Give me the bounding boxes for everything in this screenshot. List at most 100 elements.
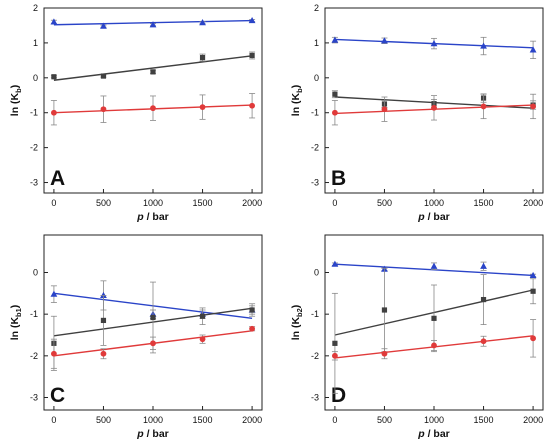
y-tick-label: -3 bbox=[311, 178, 319, 188]
y-tick-label: -3 bbox=[30, 393, 38, 403]
data-point bbox=[249, 102, 255, 109]
data-point bbox=[199, 104, 206, 111]
x-axis-label-unit: / bar bbox=[425, 428, 450, 440]
y-axis-label: ln (Kb2) bbox=[290, 305, 304, 341]
data-point bbox=[100, 73, 107, 79]
y-tick-label: -3 bbox=[311, 393, 319, 403]
panel-b: -3 -2 -1 0 1 2 0 500 1000 1500 2000 p / bar ln (Kb) B bbox=[290, 3, 544, 223]
data-point bbox=[332, 91, 338, 97]
y-axis-label-sub: b bbox=[14, 88, 23, 93]
data-point bbox=[480, 296, 487, 303]
x-axis-label-var: p bbox=[417, 428, 425, 440]
y-axis-label-main: ln (K bbox=[9, 317, 21, 341]
x-axis-label: p / bar bbox=[136, 428, 169, 440]
data-point bbox=[381, 37, 388, 44]
x-tick-label: 500 bbox=[96, 198, 111, 208]
data-point bbox=[199, 19, 206, 26]
x-tick-label: 1000 bbox=[424, 415, 444, 425]
y-axis-label-end: ) bbox=[290, 85, 302, 89]
data-point bbox=[51, 74, 57, 80]
data-point bbox=[431, 315, 437, 321]
data-point bbox=[480, 262, 487, 269]
y-axis-label-end: ) bbox=[9, 85, 21, 89]
y-tick-label: 0 bbox=[33, 73, 38, 83]
data-point bbox=[381, 307, 388, 313]
x-tick-label: 0 bbox=[332, 415, 337, 425]
y-tick-label: 0 bbox=[314, 73, 319, 83]
data-point bbox=[332, 352, 338, 359]
panel-letter: B bbox=[331, 167, 346, 190]
data-point bbox=[150, 314, 156, 321]
panel-c: -3 -2 -1 0 0 500 1000 1500 2000 p / bar ln (Kb1) C bbox=[9, 234, 263, 440]
y-tick-label: -2 bbox=[311, 143, 319, 153]
data-point bbox=[480, 42, 487, 49]
data-point bbox=[249, 307, 255, 313]
data-point bbox=[248, 16, 256, 24]
x-axis-label: p / bar bbox=[417, 428, 450, 440]
data-point bbox=[331, 260, 339, 267]
y-axis-label-sub: b2 bbox=[295, 308, 304, 317]
data-point bbox=[431, 342, 437, 349]
data-point bbox=[149, 21, 157, 28]
y-tick-label: 0 bbox=[314, 268, 319, 278]
y-axis-label: ln (Kb) bbox=[9, 85, 23, 116]
data-point bbox=[51, 109, 57, 116]
x-axis-label-unit: / bar bbox=[425, 211, 450, 223]
panel-letter: C bbox=[50, 384, 65, 407]
y-axis-label-sub: b bbox=[295, 88, 304, 93]
y-tick-label: 1 bbox=[314, 38, 319, 48]
data-point bbox=[430, 40, 438, 47]
data-point bbox=[331, 36, 339, 43]
data-point bbox=[50, 18, 58, 25]
data-point bbox=[100, 350, 107, 357]
data-point bbox=[199, 54, 206, 61]
y-tick-label: -2 bbox=[311, 351, 319, 361]
data-point bbox=[50, 290, 58, 297]
data-point bbox=[150, 340, 156, 347]
x-tick-label: 1500 bbox=[193, 198, 213, 208]
data-point bbox=[51, 350, 57, 357]
data-point bbox=[150, 105, 156, 112]
data-point bbox=[100, 317, 107, 324]
x-axis-label-var: p bbox=[417, 211, 425, 223]
data-point bbox=[100, 22, 107, 29]
series-triangle bbox=[50, 16, 256, 29]
data-point bbox=[332, 340, 338, 346]
data-point bbox=[530, 335, 536, 342]
data-point bbox=[530, 288, 536, 294]
y-tick-label: -3 bbox=[30, 178, 38, 188]
y-tick-label: 2 bbox=[314, 3, 319, 13]
x-axis-label: p / bar bbox=[136, 211, 169, 223]
panel-d: -3 -2 -1 0 0 500 1000 1500 2000 p / bar ln (Kb2) D bbox=[290, 234, 544, 440]
x-axis-label-unit: / bar bbox=[144, 428, 169, 440]
x-tick-label: 1000 bbox=[143, 198, 163, 208]
series-circle bbox=[331, 93, 537, 126]
y-axis-label-main: ln (K bbox=[9, 92, 21, 116]
data-point bbox=[529, 46, 537, 53]
series-circle bbox=[50, 325, 256, 369]
fit-line bbox=[53, 55, 253, 81]
data-point bbox=[100, 106, 107, 113]
x-tick-label: 1000 bbox=[424, 198, 444, 208]
y-axis-label-end: ) bbox=[290, 305, 302, 309]
series-circle bbox=[50, 93, 256, 126]
data-point bbox=[431, 104, 437, 111]
series-triangle bbox=[331, 260, 537, 279]
data-point bbox=[199, 336, 206, 343]
series-square bbox=[50, 281, 256, 371]
panel-letter: A bbox=[50, 167, 65, 190]
x-tick-label: 0 bbox=[51, 198, 56, 208]
data-point bbox=[480, 338, 487, 345]
data-point bbox=[381, 350, 388, 357]
data-point bbox=[480, 103, 487, 110]
y-tick-label: -1 bbox=[30, 108, 38, 118]
x-tick-label: 2000 bbox=[523, 415, 543, 425]
y-axis-label: ln (Kb) bbox=[290, 85, 304, 116]
x-tick-label: 1500 bbox=[474, 198, 494, 208]
y-tick-label: 1 bbox=[33, 38, 38, 48]
y-tick-label: -2 bbox=[30, 143, 38, 153]
y-tick-label: 0 bbox=[33, 268, 38, 278]
y-tick-label: 2 bbox=[33, 3, 38, 13]
x-tick-label: 1500 bbox=[474, 415, 494, 425]
